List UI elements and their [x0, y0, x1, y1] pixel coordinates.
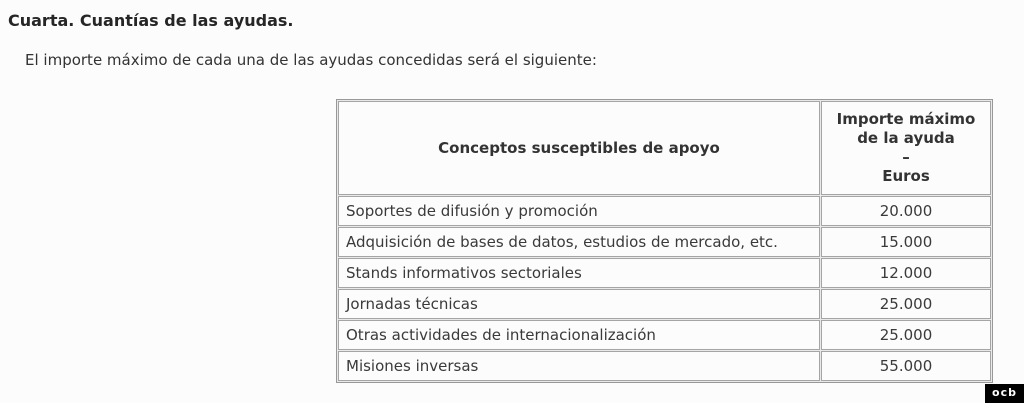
table-row: Stands informativos sectoriales 12.000	[338, 258, 991, 288]
amount-header-line-2: de la ayuda	[857, 129, 955, 147]
table-row: Adquisición de bases de datos, estudios …	[338, 227, 991, 257]
amount-cell: 15.000	[821, 227, 991, 257]
page-title: Cuarta. Cuantías de las ayudas.	[8, 11, 294, 30]
table-row: Jornadas técnicas 25.000	[338, 289, 991, 319]
concept-cell: Otras actividades de internacionalizació…	[338, 320, 820, 350]
table-header-row: Conceptos susceptibles de apoyo Importe …	[338, 101, 991, 195]
table-row: Misiones inversas 55.000	[338, 351, 991, 381]
amount-cell: 25.000	[821, 320, 991, 350]
concept-cell: Jornadas técnicas	[338, 289, 820, 319]
concept-cell: Adquisición de bases de datos, estudios …	[338, 227, 820, 257]
amount-cell: 20.000	[821, 196, 991, 226]
concept-cell: Stands informativos sectoriales	[338, 258, 820, 288]
amount-cell: 25.000	[821, 289, 991, 319]
amount-cell: 55.000	[821, 351, 991, 381]
table-row: Otras actividades de internacionalizació…	[338, 320, 991, 350]
table-row: Soportes de difusión y promoción 20.000	[338, 196, 991, 226]
intro-text: El importe máximo de cada una de las ayu…	[25, 51, 597, 69]
concept-cell: Soportes de difusión y promoción	[338, 196, 820, 226]
column-header-concepts: Conceptos susceptibles de apoyo	[338, 101, 820, 195]
concept-cell: Misiones inversas	[338, 351, 820, 381]
amount-header-line-1: Importe máximo	[836, 110, 976, 128]
ocb-watermark-logo: ocb	[985, 384, 1024, 403]
column-header-amount: Importe máximo de la ayuda – Euros	[821, 101, 991, 195]
amount-header-dash: –	[902, 148, 910, 166]
aid-amounts-table: Conceptos susceptibles de apoyo Importe …	[336, 99, 993, 383]
amount-header-unit: Euros	[882, 167, 930, 185]
amount-cell: 12.000	[821, 258, 991, 288]
